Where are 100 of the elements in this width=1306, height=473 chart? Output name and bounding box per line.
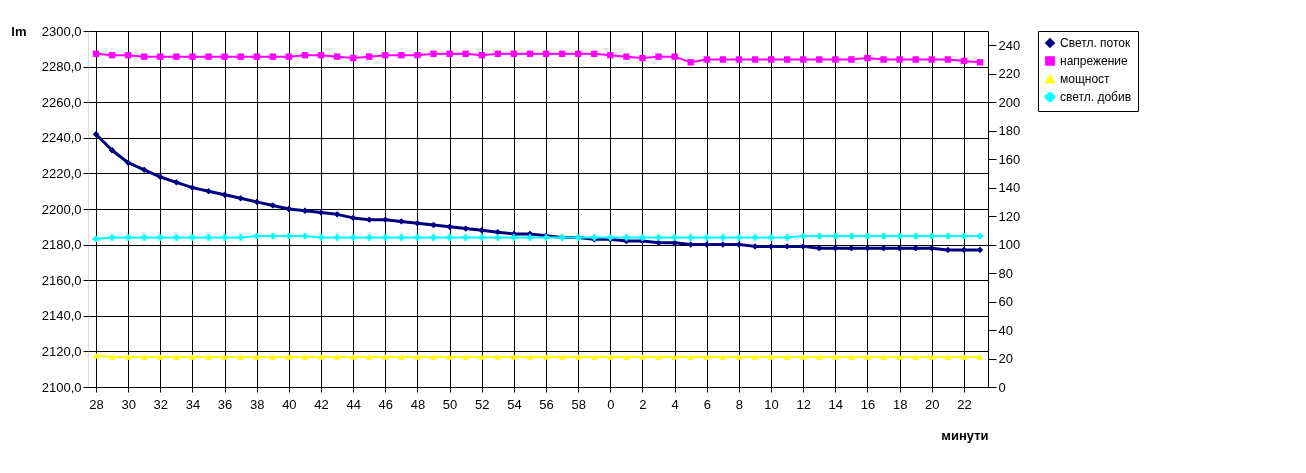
y2-tick-label: 140 bbox=[998, 180, 1021, 196]
point bbox=[623, 53, 630, 60]
point bbox=[414, 354, 421, 360]
point bbox=[832, 354, 839, 360]
point bbox=[173, 234, 180, 241]
x-tick-label: 38 bbox=[249, 396, 265, 412]
point bbox=[623, 234, 630, 241]
x-tick-label: 16 bbox=[860, 396, 876, 412]
x-tick-label: 6 bbox=[703, 396, 711, 412]
point bbox=[157, 354, 164, 360]
point bbox=[462, 225, 469, 232]
point bbox=[880, 56, 887, 63]
point bbox=[173, 179, 180, 186]
y2-tick-label: 60 bbox=[998, 294, 1013, 310]
x-tick-label: 18 bbox=[892, 396, 908, 412]
point bbox=[173, 354, 180, 360]
point bbox=[189, 53, 196, 60]
y2-tick-label: 100 bbox=[998, 237, 1021, 253]
x-tick-label: 12 bbox=[796, 396, 811, 412]
point bbox=[462, 354, 469, 360]
point bbox=[237, 195, 244, 202]
y-tick-label: 2300,0 bbox=[41, 23, 82, 39]
point bbox=[205, 53, 212, 60]
x-tick-label: 56 bbox=[539, 396, 554, 412]
point bbox=[382, 216, 389, 223]
point bbox=[832, 56, 839, 63]
point bbox=[462, 234, 469, 241]
x-tick-label: 42 bbox=[314, 396, 329, 412]
point bbox=[173, 53, 180, 60]
point bbox=[623, 354, 630, 360]
point bbox=[687, 234, 694, 241]
x-tick-label: 2 bbox=[639, 396, 647, 412]
point bbox=[446, 234, 453, 241]
point bbox=[848, 354, 855, 360]
point bbox=[848, 56, 855, 63]
y2-tick-label: 220 bbox=[998, 66, 1021, 82]
point bbox=[189, 354, 196, 360]
point bbox=[864, 354, 871, 360]
y2-tick-label: 160 bbox=[998, 151, 1021, 167]
x-tick-label: 44 bbox=[346, 396, 361, 412]
point bbox=[671, 234, 678, 241]
x-tick-label: 50 bbox=[442, 396, 458, 412]
y2-tick-label: 180 bbox=[998, 123, 1021, 139]
point bbox=[687, 354, 694, 360]
point bbox=[205, 354, 212, 360]
y2-tick-label: 200 bbox=[998, 94, 1021, 110]
point bbox=[912, 56, 919, 63]
point bbox=[221, 354, 228, 360]
point bbox=[398, 218, 405, 225]
y-tick-label: 2220,0 bbox=[41, 165, 82, 181]
y-tick-label: 2100,0 bbox=[41, 379, 82, 395]
point bbox=[446, 354, 453, 360]
point bbox=[430, 354, 437, 360]
y2-tick-label: 0 bbox=[998, 379, 1006, 395]
y-tick-label: 2240,0 bbox=[41, 130, 82, 146]
point bbox=[655, 354, 662, 360]
point bbox=[430, 234, 437, 241]
point bbox=[189, 184, 196, 191]
x-tick-label: 54 bbox=[507, 396, 522, 412]
point bbox=[205, 234, 212, 241]
y-tick-label: 2180,0 bbox=[41, 237, 82, 253]
x-tick-label: 14 bbox=[828, 396, 844, 412]
point bbox=[671, 53, 678, 60]
point bbox=[655, 53, 662, 60]
point bbox=[221, 234, 228, 241]
legend-label: светл. добив bbox=[1060, 90, 1132, 104]
x-tick-label: 28 bbox=[89, 396, 104, 412]
legend-label: Светл. поток bbox=[1060, 36, 1132, 50]
x-tick-label: 36 bbox=[217, 396, 233, 412]
point bbox=[382, 234, 389, 241]
x-tick-label: 52 bbox=[475, 396, 490, 412]
y2-tick-label: 120 bbox=[998, 208, 1021, 224]
y2-tick-label: 80 bbox=[998, 265, 1013, 281]
y-tick-label: 2160,0 bbox=[41, 272, 82, 288]
point bbox=[237, 53, 244, 60]
x-tick-label: 10 bbox=[764, 396, 779, 412]
y2-tick-label: 40 bbox=[998, 322, 1013, 338]
point bbox=[880, 354, 887, 360]
point bbox=[671, 354, 678, 360]
x-tick-label: 8 bbox=[735, 396, 744, 412]
legend-label: напрежение bbox=[1060, 54, 1129, 68]
point bbox=[398, 354, 405, 360]
point bbox=[382, 354, 389, 360]
y-tick-label: 2200,0 bbox=[41, 201, 82, 217]
x-tick-label: 34 bbox=[185, 396, 201, 412]
y2-tick-label: 20 bbox=[998, 351, 1013, 367]
point bbox=[237, 234, 244, 241]
point bbox=[237, 354, 244, 360]
y2-tick-label: 240 bbox=[998, 37, 1021, 53]
y-tick-label: 2260,0 bbox=[41, 94, 82, 110]
x-tick-label: 40 bbox=[282, 396, 297, 412]
x-tick-label: 30 bbox=[121, 396, 136, 412]
y-axis-title: lm bbox=[11, 23, 27, 39]
legend-label: мощност bbox=[1060, 72, 1111, 86]
x-tick-label: 0 bbox=[607, 396, 615, 412]
x-tick-label: 46 bbox=[378, 396, 394, 412]
point bbox=[896, 56, 903, 63]
y-tick-label: 2280,0 bbox=[41, 59, 82, 75]
point bbox=[221, 53, 228, 60]
point bbox=[607, 354, 614, 360]
